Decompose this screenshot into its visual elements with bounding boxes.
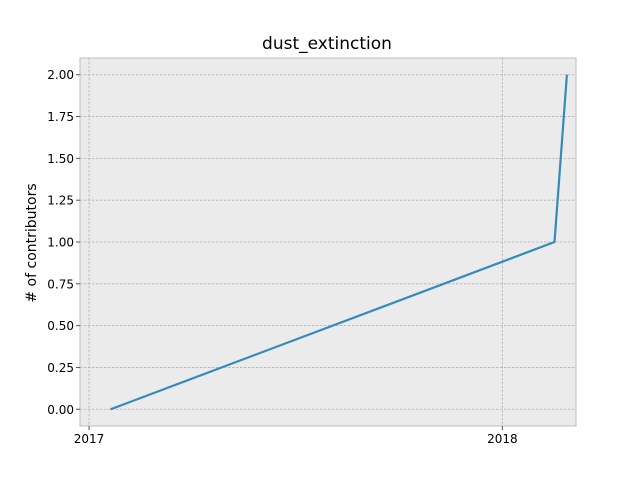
y-tick-label: 1.75: [47, 110, 74, 124]
y-tick-label: 2.00: [47, 68, 74, 82]
grid: [80, 58, 576, 426]
y-tick-label: 0.75: [47, 277, 74, 291]
series-line: [110, 74, 568, 411]
y-tick-label: 0.50: [47, 319, 74, 333]
y-tick-label: 1.50: [47, 152, 74, 166]
series-layer: [110, 74, 568, 411]
chart-title: dust_extinction: [262, 34, 392, 54]
ticks: 0.00 0.25 0.50 0.75 1.00 1.25 1.50 1.75 2.00 2017…: [47, 68, 517, 446]
y-tick-label: 1.25: [47, 194, 74, 208]
y-tick-label: 0.25: [47, 361, 74, 375]
x-tick-label: 2017: [74, 432, 105, 446]
y-axis-label: # of contributors: [24, 183, 40, 302]
x-tick-label: 2018: [487, 432, 518, 446]
y-tick-label: 0.00: [47, 403, 74, 417]
y-tick-label: 1.00: [47, 236, 74, 250]
